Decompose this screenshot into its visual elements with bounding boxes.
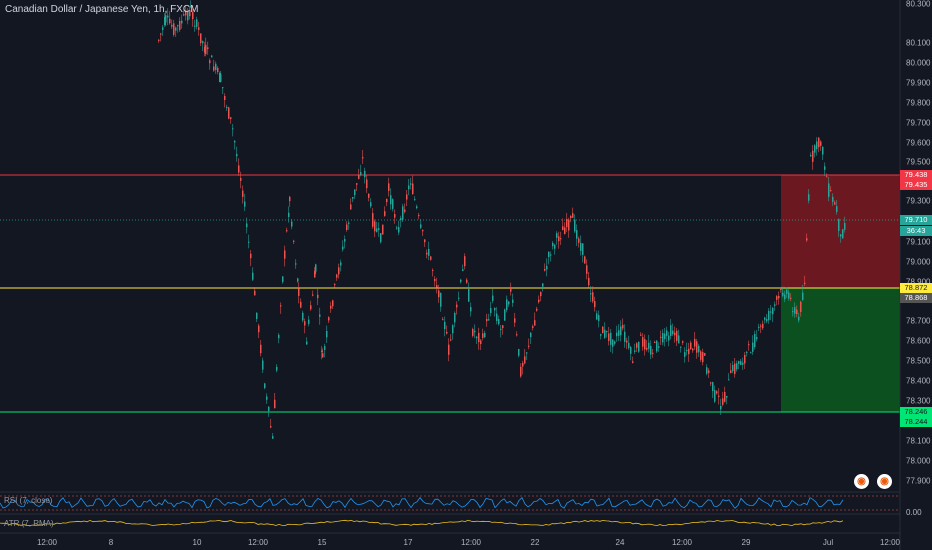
price-axis-label: 80.100 — [906, 38, 931, 48]
entry-price-tag: 78.872 — [900, 283, 932, 293]
time-axis-label: 12:00 — [460, 538, 482, 547]
entry-price-tag-2: 78.868 — [900, 293, 932, 303]
price-axis-label: 78.600 — [906, 336, 931, 346]
time-axis-label: 29 — [741, 538, 751, 547]
price-axis-label: 79.600 — [906, 138, 931, 148]
price-axis-label: 79.900 — [906, 78, 931, 88]
atr-line — [0, 519, 844, 527]
price-axis-label: 80.300 — [906, 0, 931, 9]
rsi-label[interactable]: RSI (7, close) — [4, 496, 53, 505]
time-axis-label: 15 — [317, 538, 327, 547]
time-axis-label: 17 — [403, 538, 413, 547]
time-axis-label: Jul — [822, 538, 834, 547]
price-axis-label: 79.700 — [906, 118, 931, 128]
price-axis-label: 79.100 — [906, 237, 931, 247]
time-axis-label: 10 — [192, 538, 202, 547]
rsi-value: 0.00 — [906, 508, 922, 517]
price-axis-label: 78.700 — [906, 316, 931, 326]
candles — [158, 0, 846, 439]
time-axis-label: 12:00 — [671, 538, 693, 547]
price-axis-label: 79.500 — [906, 157, 931, 167]
current-price-tag: 79.710 — [900, 215, 932, 225]
price-axis-label: 78.400 — [906, 376, 931, 386]
time-axis-label: 22 — [530, 538, 540, 547]
time-axis-label: 12:00 — [879, 538, 901, 547]
price-axis-label: 78.300 — [906, 396, 931, 406]
target-price-tag: 78.246 — [900, 407, 932, 417]
atr-label[interactable]: ATR (7, RMA) — [4, 519, 54, 528]
time-axis-label: 12:00 — [36, 538, 58, 547]
time-axis-label: 8 — [108, 538, 114, 547]
stop-loss-zone[interactable] — [781, 175, 900, 288]
price-axis-label: 79.800 — [906, 98, 931, 108]
logo-badge-icon[interactable]: ◉ — [877, 474, 892, 489]
take-profit-zone[interactable] — [781, 288, 900, 412]
rsi-line — [0, 496, 844, 509]
price-axis-label: 79.000 — [906, 257, 931, 267]
price-axis-label: 79.300 — [906, 196, 931, 206]
price-axis-label: 78.900 — [906, 277, 931, 287]
time-axis-label: 12:00 — [247, 538, 269, 547]
logo-badge-icon[interactable]: ◉ — [854, 474, 869, 489]
stop-price-tag: 79.438 — [900, 170, 932, 180]
symbol-title[interactable]: Canadian Dollar / Japanese Yen, 1h, FXCM — [5, 4, 199, 15]
price-axis-label: 78.500 — [906, 356, 931, 366]
stop-price-tag-2: 79.435 — [900, 180, 932, 190]
price-axis-label: 78.100 — [906, 436, 931, 446]
price-axis-label: 78.000 — [906, 456, 931, 466]
price-axis-label: 80.000 — [906, 58, 931, 68]
time-axis-label: 24 — [615, 538, 625, 547]
countdown-tag: 36:43 — [900, 226, 932, 236]
price-axis-label: 77.900 — [906, 476, 931, 486]
target-price-tag-2: 78.244 — [900, 417, 932, 427]
